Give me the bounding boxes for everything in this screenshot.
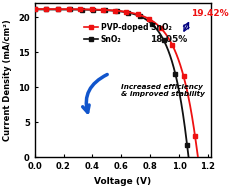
Text: Increased efficiency
& improved stability: Increased efficiency & improved stabilit… <box>121 84 204 97</box>
X-axis label: Voltage (V): Voltage (V) <box>94 177 151 186</box>
Text: 19.42%: 19.42% <box>191 9 228 19</box>
Y-axis label: Current Density (mA/cm²): Current Density (mA/cm²) <box>3 19 12 141</box>
Legend: PVP-doped SnO₂, SnO₂: PVP-doped SnO₂, SnO₂ <box>80 20 174 47</box>
Text: 18.05%: 18.05% <box>149 35 187 44</box>
